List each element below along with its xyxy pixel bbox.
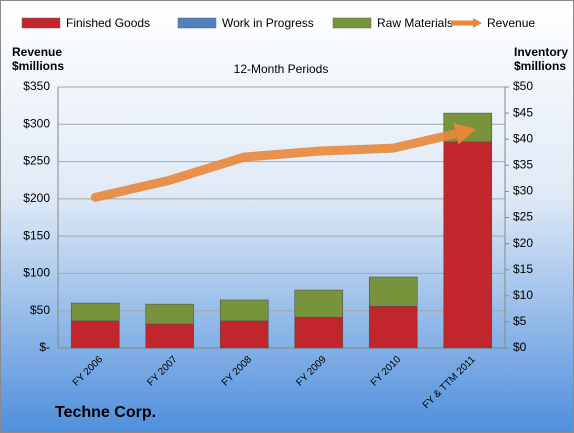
y2-tick-label: $10 xyxy=(513,288,533,302)
bar-segment xyxy=(368,305,418,349)
y-tick-label: $50 xyxy=(30,303,50,317)
bar-segment xyxy=(368,276,418,307)
chart-title: 12-Month Periods xyxy=(234,62,329,76)
y2-tick-label: $25 xyxy=(513,210,533,224)
y2-tick-label: $50 xyxy=(513,79,533,93)
revenue-line xyxy=(90,126,473,202)
bar-segment xyxy=(294,316,344,349)
y-tick-label: $250 xyxy=(23,154,50,168)
legend-swatch xyxy=(177,17,217,29)
revenue-arrowhead xyxy=(453,122,476,145)
y2-tick-label: $45 xyxy=(513,105,533,119)
bar-segment xyxy=(219,299,269,322)
bar-segment xyxy=(294,289,344,318)
bar-segment xyxy=(443,141,493,349)
y-axis-label: $millions xyxy=(12,59,64,73)
y2-tick-label: $15 xyxy=(513,262,533,276)
legend-label: Finished Goods xyxy=(66,16,150,30)
y2-tick-label: $40 xyxy=(513,131,533,145)
legend-label: Work in Progress xyxy=(222,16,314,30)
y-tick-label: $300 xyxy=(23,116,50,130)
legend-swatch xyxy=(332,17,372,29)
y-tick-label: $200 xyxy=(23,191,50,205)
y-tick-label: $100 xyxy=(23,266,50,280)
y2-tick-label: $30 xyxy=(513,184,533,198)
footer: Techne Corp. xyxy=(55,404,156,421)
y-tick-label: $150 xyxy=(23,228,50,242)
y2-tick-label: $5 xyxy=(513,314,527,328)
y2-tick-label: $0 xyxy=(513,340,527,354)
y2-axis-label: Inventory xyxy=(514,45,568,59)
y-tick-label: $350 xyxy=(23,79,50,93)
legend-label: Revenue xyxy=(487,16,535,30)
bar-segment xyxy=(145,323,195,349)
legend-swatch xyxy=(21,17,61,29)
y-axis-label: Revenue xyxy=(12,45,62,59)
bar-segment xyxy=(70,320,120,349)
y-tick-label: $- xyxy=(39,340,50,354)
y2-tick-label: $20 xyxy=(513,236,533,250)
bar-segment xyxy=(70,302,120,322)
y2-tick-label: $35 xyxy=(513,157,533,171)
bar-segment xyxy=(145,303,195,325)
legend-swatch xyxy=(473,18,482,28)
bar-segment xyxy=(219,320,269,349)
legend-label: Raw Materials xyxy=(377,16,453,30)
y2-axis-label: $millions xyxy=(514,59,566,73)
